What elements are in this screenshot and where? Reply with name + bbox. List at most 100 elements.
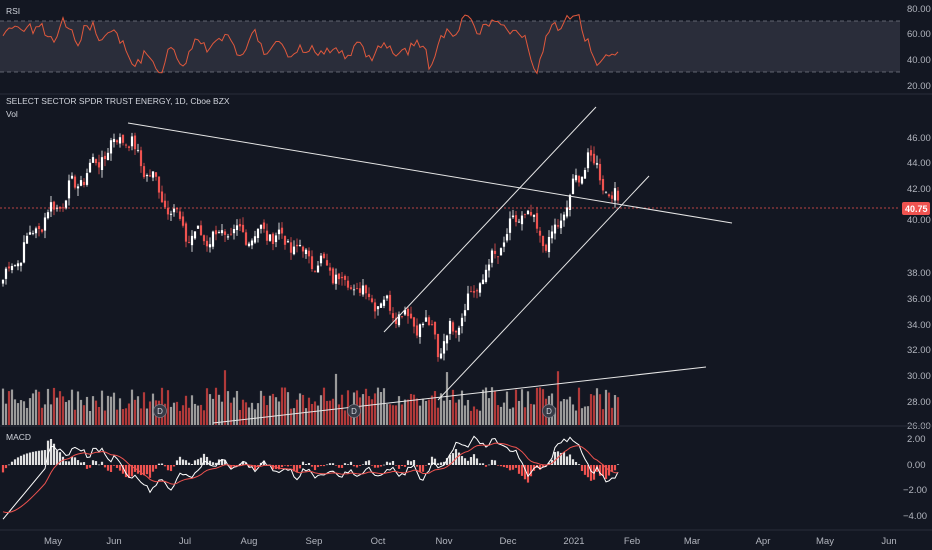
candle-body xyxy=(595,163,599,165)
macd-histogram-bar xyxy=(541,465,545,468)
macd-histogram-bar xyxy=(418,465,422,473)
candle-body xyxy=(466,293,470,311)
candle-body xyxy=(391,313,395,318)
candle-body xyxy=(514,215,518,223)
candle-body xyxy=(130,136,134,147)
candle-body xyxy=(502,242,506,247)
volume-bar xyxy=(214,387,218,425)
macd-histogram-bar xyxy=(307,463,311,465)
candle-body xyxy=(220,230,224,234)
macd-histogram-bar xyxy=(295,465,299,473)
volume-bar xyxy=(451,389,455,425)
macd-histogram-bar xyxy=(472,454,476,465)
candle-body xyxy=(184,223,188,242)
price-tick: 32.00 xyxy=(907,345,931,356)
volume-bar xyxy=(7,391,11,425)
macd-histogram-bar xyxy=(67,461,71,465)
candle-body xyxy=(337,273,341,280)
dividend-marker[interactable]: D xyxy=(153,404,167,418)
time-axis[interactable]: May Jun Jul Aug Sep Oct Nov Dec 2021 Feb… xyxy=(44,536,897,547)
macd-histogram-bar xyxy=(325,464,329,466)
volume-bar xyxy=(439,393,443,425)
volume-bar xyxy=(463,405,467,425)
downtrend-line[interactable] xyxy=(127,122,733,224)
candle-body xyxy=(70,175,74,179)
dividend-marker[interactable]: D xyxy=(542,404,556,418)
candle-body xyxy=(367,293,371,298)
candle-body xyxy=(520,215,524,225)
macd-histogram-bar xyxy=(184,460,188,465)
price-tick: 42.00 xyxy=(907,184,931,195)
candle-body xyxy=(139,150,143,167)
candle-body xyxy=(580,176,584,184)
volume-bar xyxy=(520,389,524,425)
macd-histogram-bar xyxy=(364,461,368,465)
macd-histogram-bar xyxy=(247,465,251,468)
volume-bar xyxy=(592,395,596,425)
channel-upper-line[interactable] xyxy=(383,106,597,333)
price-pane: D D D SELECT SECTOR SPDR TRUST ENERGY, 1… xyxy=(0,96,931,432)
macd-histogram-bar xyxy=(103,465,107,468)
candle-body xyxy=(271,233,275,244)
macd-histogram-bar xyxy=(469,457,473,465)
candle-body xyxy=(175,207,179,210)
candle-body xyxy=(304,249,308,255)
candle-body xyxy=(319,255,323,264)
volume-bar xyxy=(484,387,488,425)
candle-body xyxy=(37,226,41,230)
macd-histogram-bar xyxy=(562,452,566,465)
macd-histogram-bar xyxy=(109,465,113,472)
volume-bar xyxy=(280,387,284,425)
volume-bar xyxy=(58,391,62,425)
candle-body xyxy=(421,323,425,326)
volume-bar xyxy=(514,389,518,425)
macd-pane: MACD 2.00 0.00 −2.00 −4.00 xyxy=(1,432,927,522)
volume-series xyxy=(1,370,620,425)
candle-body xyxy=(385,295,389,299)
candle-body xyxy=(229,233,233,235)
volume-bar xyxy=(340,394,344,425)
volume-bar xyxy=(103,410,107,425)
volume-bar xyxy=(121,409,125,425)
macd-histogram-bar xyxy=(211,462,215,465)
candle-body xyxy=(340,276,344,279)
macd-histogram-bar xyxy=(58,452,62,465)
rsi-pane: RSI 80.00 60.00 40.00 20.00 xyxy=(0,4,931,92)
candle-body xyxy=(280,227,284,234)
candle-body xyxy=(589,150,593,156)
dividend-marker[interactable]: D xyxy=(347,404,361,418)
candle-body xyxy=(403,310,407,315)
volume-bar xyxy=(274,397,278,425)
volume-bar xyxy=(607,392,611,425)
candle-body xyxy=(451,322,455,332)
support-line[interactable] xyxy=(212,366,707,424)
candle-body xyxy=(136,149,140,151)
candle-body xyxy=(88,162,92,173)
macd-histogram-bar xyxy=(202,453,206,465)
candle-body xyxy=(61,207,65,209)
macd-histogram-bar xyxy=(49,438,53,465)
volume-bar xyxy=(427,399,431,425)
volume-bar xyxy=(490,387,494,425)
volume-bar xyxy=(370,399,374,425)
volume-bar xyxy=(517,400,521,425)
volume-bar xyxy=(445,372,449,425)
channel-lower-line[interactable] xyxy=(437,175,650,401)
volume-bar xyxy=(166,390,170,425)
volume-bar xyxy=(4,403,8,425)
candle-body xyxy=(238,224,242,227)
volume-bar xyxy=(196,405,200,425)
macd-histogram-bar xyxy=(214,462,218,465)
volume-bar xyxy=(46,388,50,425)
candle-body xyxy=(97,162,101,168)
candle-body xyxy=(19,262,23,266)
time-axis-label: Feb xyxy=(624,536,640,547)
volume-bar xyxy=(331,398,335,425)
time-axis-label: Mar xyxy=(684,536,700,547)
macd-histogram-bar xyxy=(292,465,296,472)
volume-bar xyxy=(400,404,404,425)
candle-body xyxy=(115,140,119,143)
macd-histogram-bar xyxy=(436,463,440,465)
macd-histogram-bar xyxy=(598,465,602,476)
